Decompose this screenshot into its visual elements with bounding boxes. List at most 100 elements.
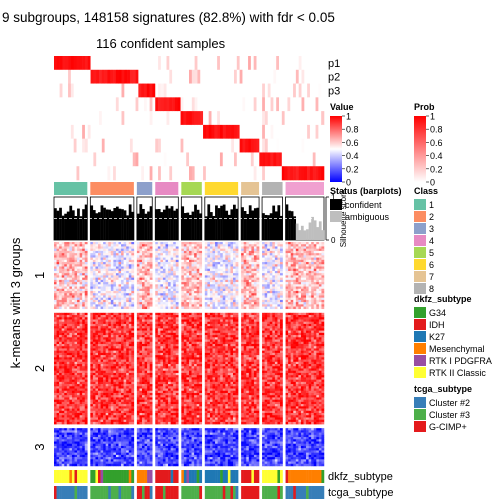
membership-cell — [90, 97, 94, 112]
heatmap-cell — [308, 317, 312, 320]
heatmap-cell — [79, 250, 83, 254]
heatmap-cell — [308, 255, 312, 258]
heatmap-cell — [103, 304, 106, 307]
heatmap-cell — [100, 302, 104, 305]
membership-cell — [93, 138, 97, 153]
heatmap-cell — [136, 277, 140, 281]
heatmap-cell — [308, 335, 312, 338]
heatmap-cell — [280, 304, 283, 307]
heatmap-cell — [191, 293, 195, 296]
heatmap-cell — [303, 264, 307, 267]
heatmap-cell — [235, 306, 239, 310]
heatmap-cell — [196, 315, 200, 318]
heatmap-cell — [149, 282, 153, 285]
membership-cell — [113, 69, 117, 84]
membership-cell — [245, 138, 249, 153]
heatmap-cell — [162, 268, 166, 272]
heatmap-cell — [189, 273, 192, 276]
membership-cell — [197, 152, 201, 167]
heatmap-cell — [69, 244, 73, 247]
heatmap-cell — [318, 286, 322, 290]
membership-cell — [113, 56, 117, 71]
heatmap-cell — [241, 295, 244, 298]
heatmap-cell — [71, 255, 75, 258]
membership-cell — [217, 166, 221, 181]
heatmap-cell — [92, 282, 96, 285]
heatmap-cell — [77, 295, 80, 298]
heatmap-cell — [162, 323, 166, 327]
membership-cell — [293, 138, 297, 153]
heatmap-cell — [98, 299, 101, 303]
membership-cell — [273, 152, 277, 167]
heatmap-cell — [220, 246, 223, 249]
heatmap-cell — [207, 266, 211, 269]
heatmap-cell — [115, 242, 119, 245]
heatmap-cell — [95, 332, 99, 336]
heatmap-cell — [196, 244, 200, 247]
heatmap-cell — [269, 284, 273, 287]
heatmap-cell — [155, 250, 159, 254]
heatmap-cell — [131, 244, 135, 247]
silhouette-bar — [160, 212, 164, 240]
heatmap-cell — [311, 257, 314, 261]
heatmap-cell — [243, 270, 247, 274]
heatmap-cell — [71, 288, 75, 292]
heatmap-cell — [233, 328, 236, 331]
membership-cell — [73, 97, 77, 112]
silhouette-bar — [74, 215, 78, 240]
heatmap-cell — [295, 317, 299, 320]
heatmap-cell — [293, 244, 297, 247]
heatmap-cell — [69, 337, 73, 340]
membership-cell — [312, 111, 316, 126]
heatmap-cell — [194, 279, 197, 283]
heatmap-cell — [74, 277, 78, 281]
heatmap-cell — [243, 268, 247, 272]
heatmap-cell — [212, 250, 216, 254]
heatmap-cell — [136, 315, 140, 318]
heatmap-cell — [217, 248, 221, 252]
heatmap-cell — [100, 315, 104, 318]
heatmap-cell — [183, 293, 187, 296]
heatmap-cell — [56, 332, 60, 336]
heatmap-cell — [191, 273, 195, 276]
membership-cell — [273, 124, 277, 139]
heatmap-cell — [173, 279, 176, 283]
membership-cell — [104, 56, 108, 71]
heatmap-cell — [280, 306, 283, 310]
heatmap-cell — [131, 264, 135, 267]
membership-cell — [82, 56, 86, 71]
heatmap-cell — [217, 253, 221, 256]
heatmap-cell — [90, 279, 94, 283]
membership-cell — [163, 56, 167, 71]
membership-cell — [124, 97, 128, 112]
heatmap-cell — [277, 246, 281, 249]
membership-cell — [228, 111, 232, 126]
heatmap-cell — [199, 302, 203, 305]
membership-cell — [183, 166, 187, 181]
heatmap-cell — [92, 335, 96, 338]
heatmap-cell — [103, 279, 106, 283]
heatmap-cell — [139, 304, 143, 307]
membership-cell — [312, 97, 316, 112]
heatmap-cell — [277, 286, 281, 290]
membership-cell — [121, 56, 125, 71]
membership-cell — [121, 111, 125, 126]
membership-cell — [211, 111, 215, 126]
heatmap-cell — [74, 299, 78, 303]
heatmap-cell — [316, 268, 320, 272]
heatmap-cell — [98, 262, 101, 265]
heatmap-cell — [98, 286, 101, 290]
heatmap-cell — [126, 295, 129, 298]
heatmap-cell — [66, 317, 70, 320]
membership-cell — [236, 124, 240, 139]
membership-cell — [121, 138, 125, 153]
heatmap-cell — [128, 257, 132, 261]
membership-cell — [138, 166, 142, 181]
heatmap-cell — [183, 266, 187, 269]
membership-cell — [172, 97, 176, 112]
membership-cell — [174, 83, 179, 98]
membership-cell — [307, 83, 311, 98]
heatmap-cell — [227, 266, 231, 269]
heatmap-cell — [295, 295, 299, 298]
heatmap-cell — [227, 293, 231, 296]
